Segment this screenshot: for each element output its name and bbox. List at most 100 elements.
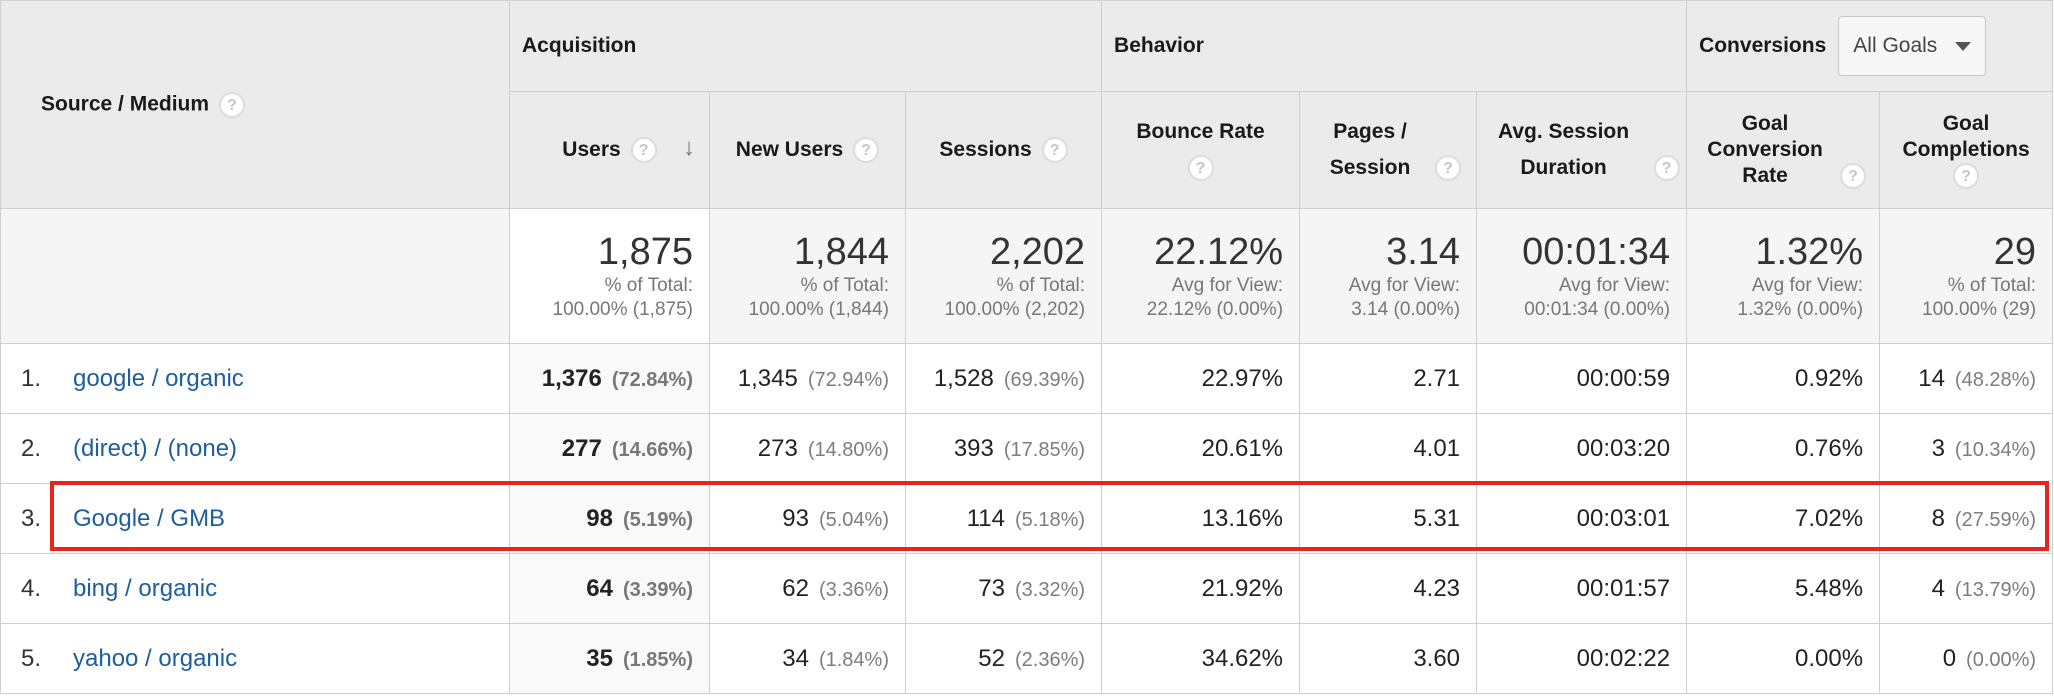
total-avg-session-duration: 00:01:34 Avg for View: 00:01:34 (0.00%) [1476, 208, 1688, 344]
source-link[interactable]: bing / organic [73, 574, 218, 602]
sessions-percent: (69.39%) [1003, 368, 1086, 391]
gcr-cell: 0.00% [1686, 623, 1881, 694]
source-link[interactable]: Google / GMB [73, 504, 226, 532]
new-users-value: 62 [782, 574, 809, 602]
sessions-value: 73 [978, 574, 1005, 602]
help-icon[interactable]: ? [219, 91, 246, 118]
conversions-label: Conversions [1699, 34, 1827, 57]
avg-session-duration-header-label: Avg. Session Duration [1497, 120, 1630, 179]
bounce-rate-column-header[interactable]: Bounce Rate? [1101, 91, 1301, 209]
table-row: 2. (direct) / (none) 277 (14.66%) 273 (14.8… [0, 413, 2054, 484]
users-column-header[interactable]: Users? ↓ [509, 91, 710, 209]
total-pages-session-note: Avg for View: [1348, 275, 1461, 296]
help-icon[interactable]: ? [1041, 137, 1068, 164]
source-link[interactable]: (direct) / (none) [73, 434, 238, 462]
total-bounce-rate-value: 22.12% [1154, 231, 1284, 273]
duration-cell: 00:01:57 [1476, 553, 1688, 624]
acquisition-label: Acquisition [522, 34, 637, 57]
table-row-highlighted: 3. Google / GMB 98 (5.19%) 93 (5.04%) 114 (5… [0, 483, 2054, 554]
goal-completions-column-header[interactable]: Goal Completions? [1879, 91, 2054, 209]
users-percent: (1.85%) [622, 648, 693, 671]
conversions-group-header: Conversions All Goals [1686, 0, 2054, 92]
bounce-rate-cell: 21.92% [1101, 553, 1301, 624]
total-gcr-detail: 1.32% (0.00%) [1737, 299, 1864, 320]
sessions-cell: 393 (17.85%) [904, 413, 1103, 484]
users-percent: (14.66%) [611, 438, 693, 461]
bounce-rate-cell: 34.62% [1101, 623, 1301, 694]
total-pages-session: 3.14 Avg for View: 3.14 (0.00%) [1299, 208, 1478, 344]
sessions-cell: 114 (5.18%) [904, 483, 1103, 554]
users-value: 64 [586, 574, 613, 602]
pages-session-cell: 4.23 [1299, 553, 1478, 624]
total-bounce-rate: 22.12% Avg for View: 22.12% (0.00%) [1101, 208, 1301, 344]
gcr-cell: 7.02% [1686, 483, 1881, 554]
behavior-label: Behavior [1114, 34, 1204, 57]
help-icon[interactable]: ? [1435, 155, 1462, 182]
help-icon[interactable]: ? [630, 137, 657, 164]
help-icon[interactable]: ? [1653, 155, 1680, 182]
sessions-value: 114 [966, 504, 1005, 532]
pages-session-cell: 5.31 [1299, 483, 1478, 554]
pages-session-column-header[interactable]: Pages / Session? [1299, 91, 1478, 209]
pages-session-cell: 2.71 [1299, 343, 1478, 414]
sessions-column-header[interactable]: Sessions? [904, 91, 1103, 209]
row-number: 4. [21, 574, 42, 602]
sessions-header-label: Sessions [939, 138, 1032, 161]
row-number: 3. [21, 504, 42, 532]
new-users-value: 34 [782, 644, 809, 672]
new-users-cell: 93 (5.04%) [709, 483, 906, 554]
total-pages-session-value: 3.14 [1386, 231, 1461, 273]
bounce-rate-cell: 13.16% [1101, 483, 1301, 554]
gc-value: 0 [1942, 644, 1957, 672]
users-value: 35 [586, 644, 613, 672]
gc-cell: 0 (0.00%) [1879, 623, 2054, 694]
acquisition-group-header: Acquisition [508, 0, 1103, 92]
gc-percent: (27.59%) [1954, 508, 2037, 531]
caret-down-icon [1955, 41, 1972, 51]
goal-conversion-rate-column-header[interactable]: Goal Conversion Rate? [1686, 91, 1881, 209]
total-gc-value: 29 [1993, 231, 2037, 273]
users-cell: 64 (3.39%) [509, 553, 710, 624]
avg-session-duration-column-header[interactable]: Avg. Session Duration? [1476, 91, 1688, 209]
new-users-cell: 1,345 (72.94%) [709, 343, 906, 414]
gcr-cell: 0.92% [1686, 343, 1881, 414]
sort-arrow-down-icon[interactable]: ↓ [683, 134, 695, 162]
total-users: 1,875 % of Total: 100.00% (1,875) [509, 208, 710, 344]
sessions-percent: (3.32%) [1015, 578, 1086, 601]
help-icon[interactable]: ? [1840, 163, 1867, 190]
bounce-rate-cell: 22.97% [1101, 343, 1301, 414]
total-sessions-note: % of Total: [996, 275, 1086, 296]
help-icon[interactable]: ? [1187, 155, 1214, 182]
total-new-users-value: 1,844 [793, 231, 889, 273]
new-users-column-header[interactable]: New Users? [709, 91, 906, 209]
gc-percent: (13.79%) [1954, 578, 2037, 601]
gc-cell: 3 (10.34%) [1879, 413, 2054, 484]
source-medium-header[interactable]: Source / Medium? [0, 0, 510, 209]
total-sessions-detail: 100.00% (2,202) [944, 299, 1086, 320]
sessions-percent: (17.85%) [1003, 438, 1086, 461]
bounce-rate-cell: 20.61% [1101, 413, 1301, 484]
goals-select[interactable]: All Goals [1838, 16, 1987, 76]
sessions-cell: 52 (2.36%) [904, 623, 1103, 694]
help-icon[interactable]: ? [1953, 163, 1980, 190]
table-row: 1. google / organic 1,376 (72.84%) 1,345 (7… [0, 343, 2054, 414]
gc-cell: 4 (13.79%) [1879, 553, 2054, 624]
total-goal-completions: 29 % of Total: 100.00% (29) [1879, 208, 2054, 344]
gc-cell: 14 (48.28%) [1879, 343, 2054, 414]
users-value: 277 [561, 434, 602, 462]
source-medium-label: Source / Medium [41, 92, 210, 116]
total-duration-note: Avg for View: [1558, 275, 1671, 296]
source-link[interactable]: google / organic [73, 364, 244, 392]
sessions-percent: (2.36%) [1015, 648, 1086, 671]
help-icon[interactable]: ? [853, 137, 880, 164]
users-cell: 277 (14.66%) [509, 413, 710, 484]
total-pages-session-detail: 3.14 (0.00%) [1351, 299, 1461, 320]
new-users-value: 273 [757, 434, 798, 462]
source-cell: 2. (direct) / (none) [0, 413, 510, 484]
total-new-users: 1,844 % of Total: 100.00% (1,844) [709, 208, 906, 344]
users-header-label: Users [562, 138, 621, 161]
sessions-cell: 73 (3.32%) [904, 553, 1103, 624]
source-cell: 3. Google / GMB [0, 483, 510, 554]
source-link[interactable]: yahoo / organic [73, 644, 238, 672]
